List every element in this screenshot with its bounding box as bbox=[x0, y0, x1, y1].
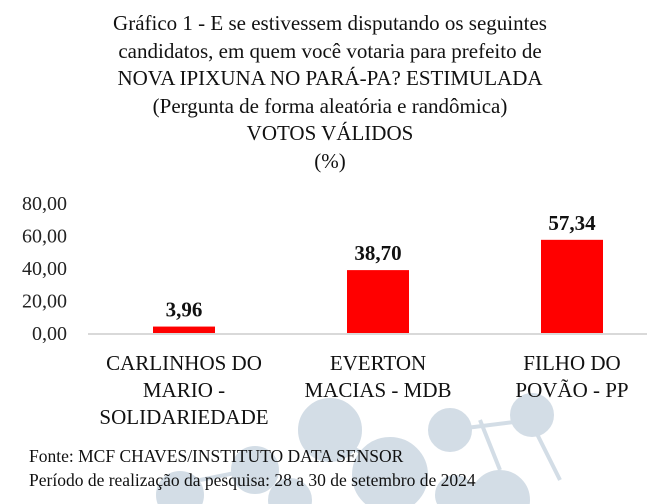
x-category-label: MARIO - bbox=[143, 378, 225, 402]
title-line: candidatos, em quem você votaria para pr… bbox=[118, 38, 542, 63]
data-label: 57,34 bbox=[548, 211, 596, 235]
bar bbox=[347, 270, 409, 333]
source-note: Fonte: MCF CHAVES/INSTITUTO DATA SENSOR bbox=[29, 446, 404, 466]
x-category-label: SOLIDARIEDADE bbox=[99, 405, 268, 429]
period-note: Período de realização da pesquisa: 28 a … bbox=[29, 470, 476, 490]
data-label: 38,70 bbox=[354, 241, 401, 265]
chart-title: Gráfico 1 - E se estivessem disputando o… bbox=[0, 10, 647, 176]
title-line: NOVA IPIXUNA NO PARÁ-PA? ESTIMULADA bbox=[117, 66, 543, 91]
y-tick-label: 60,00 bbox=[22, 226, 67, 248]
x-category-label: POVÃO - PP bbox=[515, 378, 628, 402]
y-tick-label: 40,00 bbox=[22, 258, 67, 280]
x-category-label: EVERTON bbox=[330, 351, 426, 375]
watermark-logo bbox=[156, 393, 562, 504]
title-line: (Pergunta de forma aleatória e randômica… bbox=[152, 93, 508, 118]
x-category-label: CARLINHOS DO bbox=[106, 351, 262, 375]
chart-footer: Fonte: MCF CHAVES/INSTITUTO DATA SENSOR … bbox=[29, 444, 476, 492]
title-line: (%) bbox=[314, 148, 346, 173]
y-tick-label: 0,00 bbox=[32, 323, 67, 345]
y-tick-label: 80,00 bbox=[22, 193, 67, 215]
bar bbox=[541, 239, 603, 333]
x-category-label: FILHO DO bbox=[523, 351, 620, 375]
y-tick-label: 20,00 bbox=[22, 291, 67, 313]
title-line: Gráfico 1 - E se estivessem disputando o… bbox=[113, 11, 547, 35]
title-line: VOTOS VÁLIDOS bbox=[246, 121, 414, 146]
data-label: 3,96 bbox=[166, 298, 203, 322]
bar bbox=[153, 326, 215, 333]
x-category-label: MACIAS - MDB bbox=[304, 378, 451, 402]
